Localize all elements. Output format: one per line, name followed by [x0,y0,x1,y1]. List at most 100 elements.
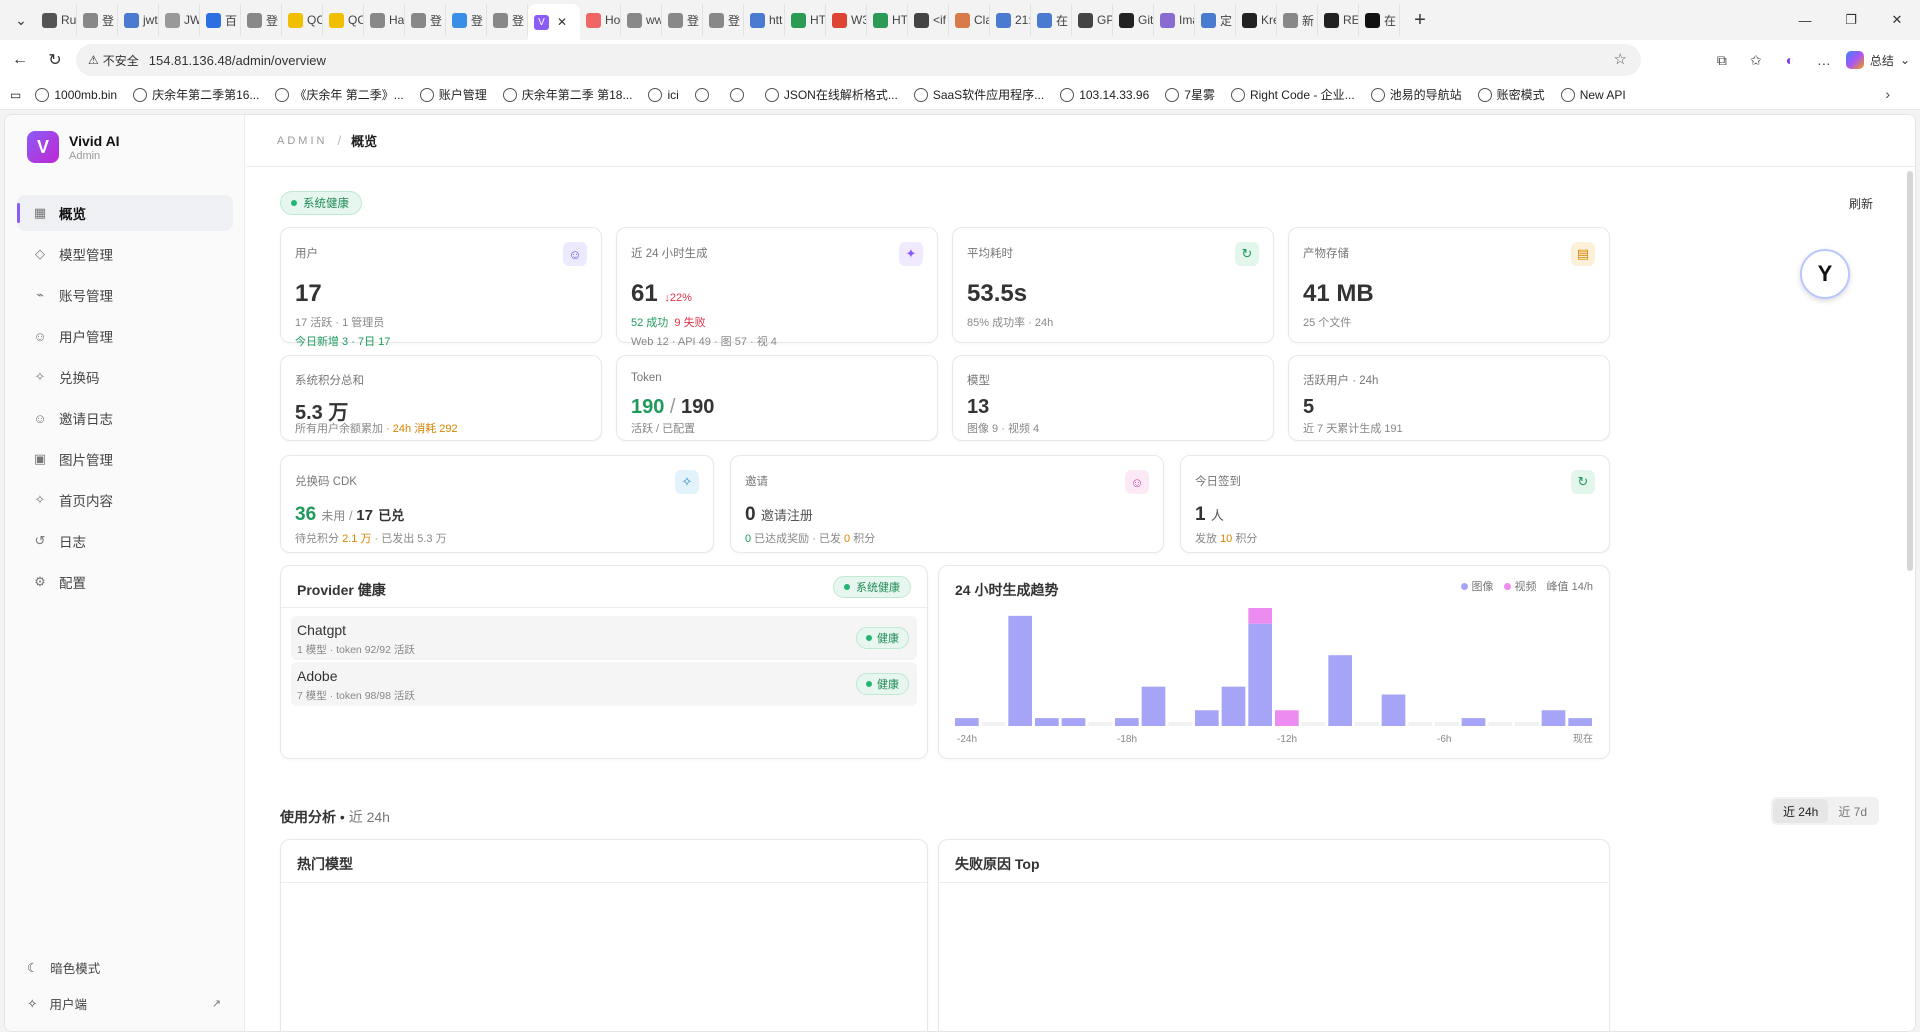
bar-image[interactable] [1035,718,1059,726]
bookmark-item[interactable]: 庆余年第二季 第18... [502,86,632,103]
copilot-button[interactable]: 总结 ⌄ [1845,51,1910,69]
bar-image[interactable] [1541,710,1566,726]
minimize-icon[interactable]: — [1798,12,1812,28]
range-24h-tab[interactable]: 近 24h [1772,799,1829,823]
bookmark-item[interactable]: 7星雾 [1165,86,1215,103]
profile-ring-icon[interactable]: ◐ [1785,52,1795,68]
browser-tab[interactable]: 登 [487,4,528,36]
back-icon[interactable]: ← [12,51,28,68]
browser-tab[interactable]: 登 [405,4,446,36]
range-7d-tab[interactable]: 近 7d [1838,804,1867,819]
sidebar-item-2[interactable]: ⌁ 账号管理 [17,277,233,313]
close-window-icon[interactable]: ✕ [1891,12,1903,27]
browser-tab[interactable]: 登 [241,4,282,36]
browser-tab[interactable]: 登 [77,4,118,36]
browser-tab[interactable]: JW [159,4,200,36]
bar-image[interactable] [1328,655,1352,726]
browser-tab[interactable]: 登 [662,4,703,36]
sidebar-item-6[interactable]: ▣ 图片管理 [17,441,233,477]
bar-image[interactable] [1221,686,1246,726]
bar-image[interactable] [1141,686,1166,726]
sidebar-item-4[interactable]: ✧ 兑换码 [17,359,233,395]
bookmark-item[interactable]: 《庆余年 第二季》... [275,86,404,103]
address-bar[interactable]: ⚠ 不安全 154.81.136.48/admin/overview ☆ [76,44,1641,76]
bookmark-item[interactable]: 账密模式 [1477,86,1545,103]
browser-tab[interactable]: 21: [990,4,1031,36]
maximize-icon[interactable]: ❐ [1845,12,1857,27]
browser-tab[interactable]: W3 [826,4,867,36]
browser-tab[interactable]: 登 [703,4,744,36]
browser-tab[interactable]: 登 [446,4,487,36]
bar-image[interactable] [1248,623,1272,726]
browser-tab[interactable]: Ho [580,4,621,36]
favorites-icon[interactable]: ✩ [1750,51,1762,68]
sidebar-item-3[interactable]: ☺ 用户管理 [17,318,233,354]
bookmark-item[interactable]: 1000mb.bin [35,87,117,102]
sidebar-item-0[interactable]: ▦ 概览 [17,195,233,231]
browser-tab[interactable]: <if [908,4,949,36]
browser-tab[interactable]: HT [785,4,826,36]
bookmark-item[interactable]: ici [648,87,679,102]
browser-tab[interactable]: htt [744,4,785,36]
tab-list-dropdown-icon[interactable]: ⌄ [15,11,27,28]
new-tab-button[interactable]: + [1414,8,1426,31]
sidebar-item-7[interactable]: ✧ 首页内容 [17,482,233,518]
browser-tab[interactable]: Cla [949,4,990,36]
dark-mode-toggle[interactable]: ☾ 暗色模式 [27,960,101,976]
browser-tab[interactable]: 定 [1195,4,1236,36]
bookmark-item[interactable]: SaaS软件应用程序... [913,86,1044,103]
bar-image[interactable] [1008,615,1032,726]
user-side-link[interactable]: ✧ 用户端 ↗ [27,996,221,1012]
bar-image[interactable] [1061,718,1086,726]
browser-tab[interactable]: 在 [1359,4,1400,36]
refresh-button[interactable]: 刷新 [1848,197,1873,211]
bookmark-item[interactable]: JSON在线解析格式... [764,86,898,103]
bar-image[interactable] [955,718,979,726]
browser-tab[interactable]: GP [1072,4,1113,36]
browser-tab[interactable]: 新 [1277,4,1318,36]
bookmark-item[interactable] [694,87,714,102]
browser-tab[interactable]: Ru [36,4,77,36]
scrollbar[interactable] [1907,171,1913,571]
brand[interactable]: V Vivid AI Admin [27,131,120,163]
active-browser-tab[interactable]: V ✕ [528,4,580,40]
bookmark-item[interactable]: New API [1560,87,1626,102]
browser-tab[interactable]: RE [1318,4,1359,36]
browser-tab[interactable]: Ha [364,4,405,36]
bookmark-item[interactable]: Right Code - 企业... [1230,86,1355,103]
bookmark-drive-icon[interactable]: ▭ [10,87,22,102]
favorite-star-icon[interactable]: ☆ [1613,51,1627,68]
browser-tab[interactable]: 百 [200,4,241,36]
browser-tab[interactable]: ww [621,4,662,36]
browser-tab[interactable]: QC [282,4,323,36]
browser-tab[interactable]: QC [323,4,364,36]
sidebar-item-1[interactable]: ◇ 模型管理 [17,236,233,272]
bar-image[interactable] [1568,718,1592,726]
bar-image[interactable] [1115,718,1139,726]
bookmark-item[interactable] [729,87,749,102]
extensions-icon[interactable]: ⧉ [1716,51,1727,68]
url-text[interactable]: 154.81.136.48/admin/overview [148,52,326,68]
breadcrumb-root[interactable]: ADMIN [277,134,328,147]
browser-tab[interactable]: Kre [1236,4,1277,36]
bookmark-item[interactable]: 池易的导航站 [1370,86,1462,103]
browser-tab[interactable]: jwt [118,4,159,36]
floating-assistant-avatar[interactable]: Y [1800,249,1850,299]
browser-tab[interactable]: Git [1113,4,1154,36]
sidebar-item-9[interactable]: ⚙ 配置 [17,564,233,600]
bookmark-item[interactable]: 账户管理 [419,86,487,103]
reload-icon[interactable]: ↻ [48,52,62,69]
browser-tab[interactable]: Ima [1154,4,1195,36]
bookmark-item[interactable]: 103.14.33.96 [1060,87,1149,102]
bar-video[interactable] [1275,710,1299,726]
bar-image[interactable] [1381,694,1406,726]
insecure-indicator[interactable]: ⚠ 不安全 [88,53,139,68]
sidebar-item-8[interactable]: ↺ 日志 [17,523,233,559]
provider-row[interactable]: Adobe 7 模型 · token 98/98 活跃 健康 [291,662,917,706]
bar-video[interactable] [1248,608,1272,624]
bookmarks-more-icon[interactable]: › [1885,86,1890,102]
more-menu-icon[interactable]: … [1816,52,1831,68]
bar-image[interactable] [1461,718,1486,726]
bookmark-item[interactable]: 庆余年第二季第16... [133,86,259,103]
sidebar-item-5[interactable]: ☺ 邀请日志 [17,400,233,436]
